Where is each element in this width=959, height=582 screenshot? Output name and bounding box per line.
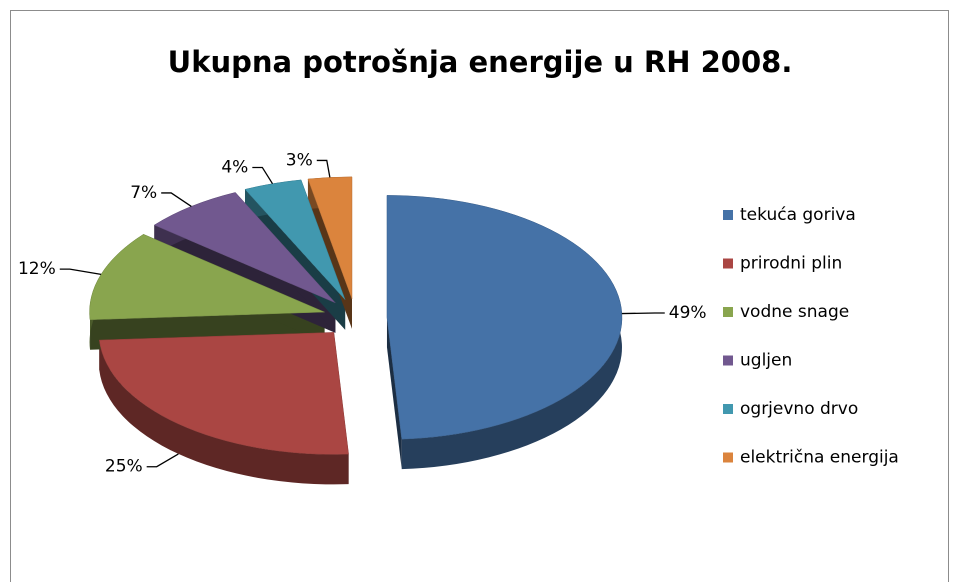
legend-label: prirodni plin — [740, 254, 842, 274]
slice — [244, 179, 346, 300]
legend-label: tekuća goriva — [740, 205, 856, 225]
leader-line — [59, 268, 102, 276]
slice — [99, 332, 349, 455]
legend-swatch — [723, 355, 733, 366]
data-label: 49% — [669, 303, 707, 323]
legend-label: ugljen — [740, 351, 792, 371]
chart-title: Ukupna potrošnja energije u RH 2008. — [168, 45, 793, 79]
legend-swatch — [723, 210, 733, 220]
legend-label: vodne snage — [740, 302, 849, 322]
slice-side — [386, 317, 402, 470]
slice-wall — [99, 340, 349, 485]
slice — [153, 192, 336, 304]
leader-line — [146, 453, 179, 468]
legend-swatch — [723, 307, 733, 317]
data-label: 25% — [105, 457, 143, 477]
legend-label: električna energija — [740, 448, 899, 468]
data-label: 3% — [286, 150, 313, 170]
legend-swatch — [723, 258, 733, 269]
data-label: 12% — [18, 259, 56, 279]
leader-line — [252, 166, 274, 185]
legend-label: ogrjevno drvo — [740, 399, 858, 419]
data-label: 4% — [221, 157, 248, 177]
data-label: 7% — [130, 183, 157, 203]
pie-tops — [89, 176, 623, 455]
legend-swatch — [723, 404, 733, 414]
leader-line — [621, 312, 665, 315]
leader-line — [316, 159, 331, 178]
leader-line — [161, 192, 192, 207]
slice — [89, 234, 325, 320]
legend-swatch — [723, 452, 733, 463]
slice — [386, 195, 623, 440]
